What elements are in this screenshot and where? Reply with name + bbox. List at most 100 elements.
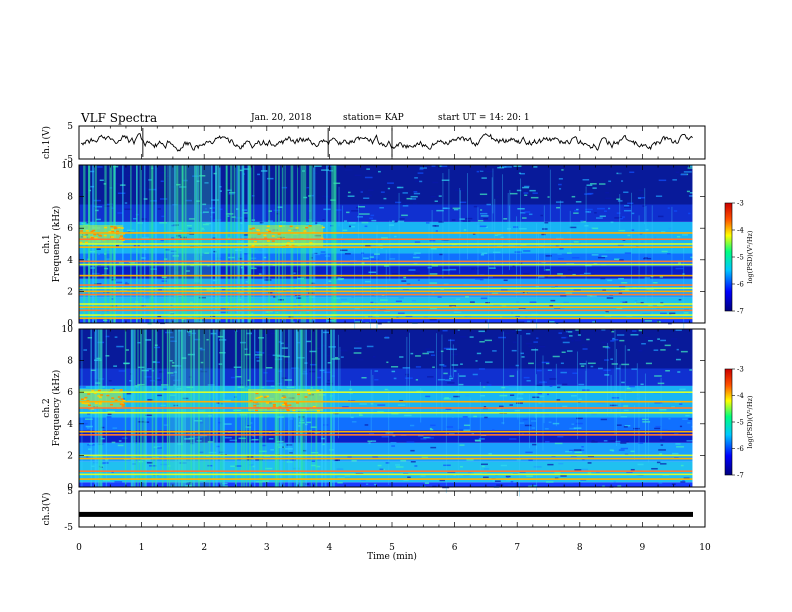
spectrum-speckle	[549, 305, 554, 307]
spectrum-speckle	[518, 412, 526, 415]
spectrum-speckle	[211, 199, 219, 201]
spectrum-speckle	[267, 353, 273, 356]
spectrum-speckle	[289, 459, 298, 461]
spectrum-streak	[362, 232, 364, 321]
spectrum-speckle	[583, 272, 591, 275]
spectrum-speckle	[540, 214, 543, 217]
spectrum-speckle	[152, 361, 157, 363]
spectrum-burst-dot	[263, 234, 267, 237]
spectrum-streak	[610, 374, 612, 412]
spectrum-speckle	[359, 403, 367, 405]
spectrum-speckle	[85, 425, 93, 428]
y-tick-label: 5	[67, 122, 73, 132]
spectrum-speckle	[310, 451, 319, 454]
spectrum-speckle	[247, 425, 251, 427]
spectrum-speckle	[682, 480, 685, 482]
colorbar-tick-label: -3	[737, 200, 744, 208]
spectrum-speckle	[335, 459, 341, 461]
spectrum-speckle	[399, 218, 405, 220]
spectrum-speckle	[621, 381, 625, 384]
spectrum-speckle	[680, 481, 686, 483]
spectrum-speckle	[588, 228, 593, 230]
colorbar-tick-label: -6	[737, 281, 744, 289]
spectrum-speckle	[268, 220, 274, 222]
spectrum-speckle	[311, 460, 316, 462]
spectrum-speckle	[334, 356, 339, 359]
spectrum-speckle	[605, 197, 613, 200]
spectrum-speckle	[440, 350, 444, 353]
spectrum-speckle	[246, 458, 252, 461]
spectrum-speckle	[385, 432, 394, 434]
spectrum-speckle	[170, 250, 177, 253]
spectrum-speckle	[545, 276, 548, 278]
spectrum-speckle	[161, 215, 165, 218]
spectrum-speckle	[410, 352, 414, 355]
spectrum-speckle	[449, 377, 454, 380]
spectrum-burst-dot	[296, 393, 300, 396]
spectrum-speckle	[460, 363, 463, 365]
spectrum-burst-dot	[292, 409, 296, 412]
spectrum-streak	[644, 188, 646, 225]
spectrum-speckle	[660, 302, 664, 304]
spectrum-speckle	[637, 197, 645, 199]
spectrum-speckle	[364, 225, 368, 228]
spectrum-speckle	[660, 312, 667, 315]
spectrum-speckle	[573, 449, 582, 451]
colorbar-tick-label: -7	[737, 472, 744, 480]
spectrum-speckle	[574, 469, 582, 471]
spectrum-speckle	[532, 443, 537, 446]
spectrum-speckle	[526, 332, 531, 335]
spectrum-burst-dot	[87, 393, 91, 395]
spectrum-speckle	[515, 364, 519, 367]
spectrum-speckle	[328, 280, 332, 282]
spectrum-speckle	[94, 283, 102, 285]
spectrum-speckle	[150, 268, 157, 270]
spectrum-speckle	[453, 311, 462, 313]
spectrum-speckle	[528, 213, 533, 216]
spectrum-speckle	[309, 350, 317, 353]
spectrum-speckle	[365, 245, 372, 247]
spectrum-speckle	[539, 395, 545, 398]
spectrum-speckle	[605, 347, 611, 349]
spectrum-speckle	[537, 392, 542, 395]
spectrum-speckle	[413, 192, 421, 195]
spectrum-speckle	[360, 191, 363, 193]
spectrum-speckle	[337, 278, 345, 280]
spectrum-speckle	[512, 265, 515, 268]
spectrum-speckle	[415, 366, 422, 368]
spectrum-speckle	[140, 305, 146, 307]
spectrum-speckle	[226, 189, 232, 192]
spectrum-burst-dot	[113, 226, 117, 228]
spectrum-speckle	[563, 331, 569, 333]
spectrum-speckle	[478, 294, 485, 297]
spectrum-speckle	[630, 450, 635, 453]
spectrum-speckle	[483, 476, 489, 479]
spectrum-speckle	[130, 262, 136, 264]
spectrum-burst-dot	[281, 397, 285, 399]
spectrum-speckle	[595, 217, 603, 219]
spectrum-streak	[638, 387, 640, 457]
spectrum-speckle	[538, 276, 545, 278]
spectrum-speckle	[122, 184, 126, 186]
spectrum-speckle	[401, 485, 409, 487]
spectrum-streak	[460, 190, 461, 238]
spectrum-speckle	[676, 348, 679, 351]
spectrum-speckle	[260, 170, 268, 172]
spectrum-speckle	[255, 356, 261, 359]
spectrum-speckle	[439, 253, 443, 256]
spectrum-speckle	[492, 251, 501, 254]
spectrum-speckle	[194, 436, 200, 439]
spectrum-speckle	[616, 334, 625, 336]
spectrum-speckle	[106, 449, 112, 452]
spectrum-speckle	[245, 426, 252, 428]
spectrum-speckle	[636, 395, 639, 398]
spectrum-speckle	[397, 312, 405, 315]
spectrum-speckle	[364, 424, 369, 426]
spectrum-speckle	[580, 365, 585, 367]
spectrum-speckle	[488, 452, 492, 455]
spectrum-speckle	[403, 276, 407, 279]
spectrum-speckle	[169, 394, 176, 397]
spectrum-speckle	[247, 379, 251, 382]
spectrum-speckle	[480, 394, 486, 397]
spectrum-speckle	[326, 354, 334, 357]
